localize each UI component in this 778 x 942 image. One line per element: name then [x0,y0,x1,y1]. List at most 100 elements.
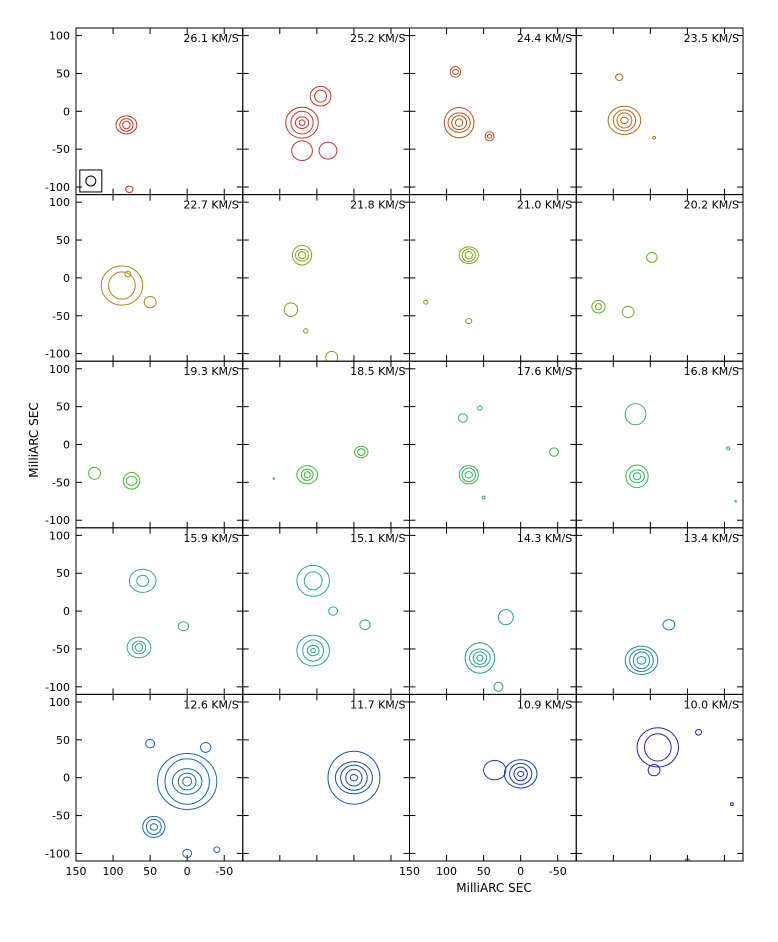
contour-group [624,403,737,503]
contour-line [684,858,691,862]
panel-frame [409,194,577,362]
y-tick-label: -100 [45,514,70,527]
velocity-label: 18.5 KM/S [350,365,405,378]
contour-line [131,640,147,655]
contour-line [509,762,533,785]
contour-line [294,248,310,262]
channel-panel: 26.1 KM/S [75,27,244,196]
contour-line [477,405,483,411]
velocity-label: 26.1 KM/S [183,32,238,45]
velocity-label: 12.6 KM/S [183,698,238,711]
panel-frame [575,27,744,196]
contour-line [309,85,332,107]
contour-line [145,818,162,835]
contour-line [200,742,212,753]
contour-line [629,648,654,673]
contour-line [300,468,314,481]
contour-line [695,728,702,736]
contour-line [134,643,144,652]
contour-line [285,106,319,139]
contour-line [303,471,311,479]
contour-line [423,299,429,305]
contour-line [616,112,633,129]
contour-line [122,472,141,490]
channel-panel: 16.8 KM/S [575,360,744,529]
channel-panel: 11.7 KM/S [242,693,410,862]
contour-group [464,609,514,692]
x-tick-label: 50 [143,865,157,878]
velocity-label: 15.9 KM/S [183,532,238,545]
contour-line [624,645,659,675]
contour-line [171,768,203,795]
contour-line [145,738,156,749]
contour-group [142,738,221,859]
y-tick-label: -100 [45,847,70,860]
contour-line [483,759,507,781]
contour-line [297,251,307,260]
y-tick-label: -100 [45,348,70,361]
contour-line [303,328,309,334]
panel-frame [75,527,244,695]
contour-line [486,133,493,139]
contour-group [607,73,657,140]
x-tick-label: 100 [103,865,124,878]
beam-box [79,169,103,193]
velocity-label: 21.8 KM/S [350,199,405,212]
contour-line [662,619,676,631]
contour-line [595,303,602,311]
axes-layer: 100 50 0 -50 -100 100 50 0 -50 -100 100 50 0 -50 -100 1… [45,30,567,878]
contour-line [632,472,642,481]
contour-line [620,116,629,125]
contour-line [314,89,327,103]
contour-line [357,448,366,457]
contour-line [115,115,138,135]
y-tick-label: 100 [49,363,70,376]
velocity-label: 10.9 KM/S [517,698,572,711]
contour-line [125,185,134,194]
contour-line [126,636,152,659]
contour-line [461,248,476,262]
contour-line [182,848,193,859]
contour-line [629,469,645,484]
contour-line [108,271,136,300]
contour-line [345,768,363,787]
contour-line [296,634,330,667]
contour-line [296,564,330,597]
contour-group [88,466,141,490]
velocity-label: 24.4 KM/S [517,32,572,45]
contour-line [164,758,210,805]
contour-line [149,823,159,831]
velocity-label: 11.7 KM/S [350,698,405,711]
contour-line [484,131,495,142]
panel-frame [242,360,410,529]
contour-line [647,764,661,777]
contour-line [624,403,647,426]
contour-line [461,467,476,483]
contour-line [354,445,369,459]
contour-line [636,655,647,665]
contour-line [734,500,737,503]
contour-line [652,136,657,140]
contour-line [517,770,525,777]
contour-line [458,465,479,485]
channel-panel: 14.3 KM/S [409,527,577,695]
contour-line [334,761,373,795]
contour-line [122,120,131,130]
contour-line [349,773,359,782]
contour-line [493,681,504,692]
contour-line [213,846,221,853]
y-tick-label: 50 [56,67,70,80]
contour-group [272,445,369,485]
panel-frame [409,27,577,196]
panel-frame [575,527,744,695]
contour-line [119,118,134,132]
velocity-label: 25.2 KM/S [350,32,405,45]
y-tick-label: -50 [52,143,70,156]
contour-line [458,246,479,265]
channel-panel: 23.5 KM/S [575,27,744,196]
contour-line [340,764,368,791]
contour-group [327,750,381,805]
contour-line [476,654,484,662]
channel-panel: 15.9 KM/S [75,527,244,695]
